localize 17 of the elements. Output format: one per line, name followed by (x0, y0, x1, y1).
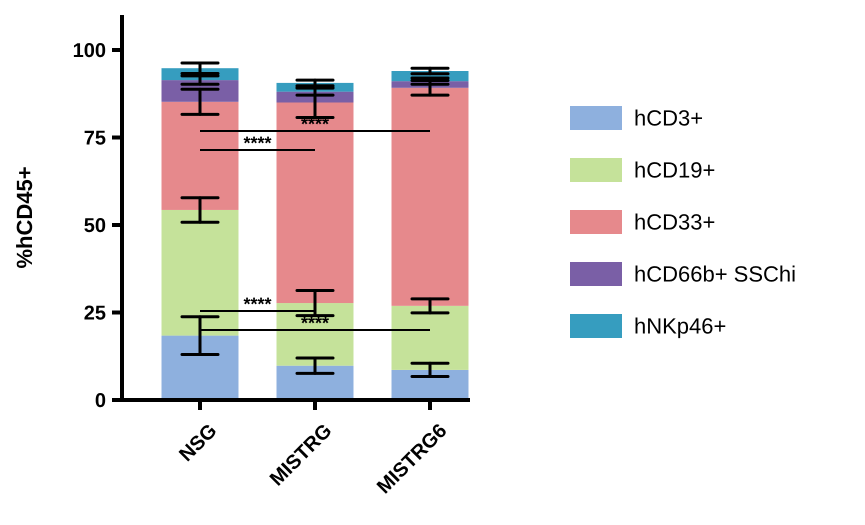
bar (162, 336, 238, 400)
annotation: **** (243, 294, 272, 314)
legend-label: hCD33+ (634, 210, 716, 235)
y-tick-label: 25 (84, 302, 106, 324)
bar (392, 370, 468, 400)
y-tick-label: 0 (94, 390, 106, 412)
y-tick-label: 75 (84, 128, 106, 150)
y-axis-title: %hCD45+ (12, 166, 37, 269)
legend-label: hCD3+ (634, 106, 704, 131)
bar (276, 366, 354, 400)
y-tick-label: 100 (72, 40, 106, 62)
y-tick-label: 50 (84, 215, 106, 237)
legend-label: hCD66b+ SSChi (634, 262, 796, 287)
annotation: **** (243, 133, 272, 153)
legend-label: hCD19+ (634, 158, 716, 183)
annotation: **** (300, 313, 330, 333)
legend-label: hNKp46+ (634, 314, 726, 339)
